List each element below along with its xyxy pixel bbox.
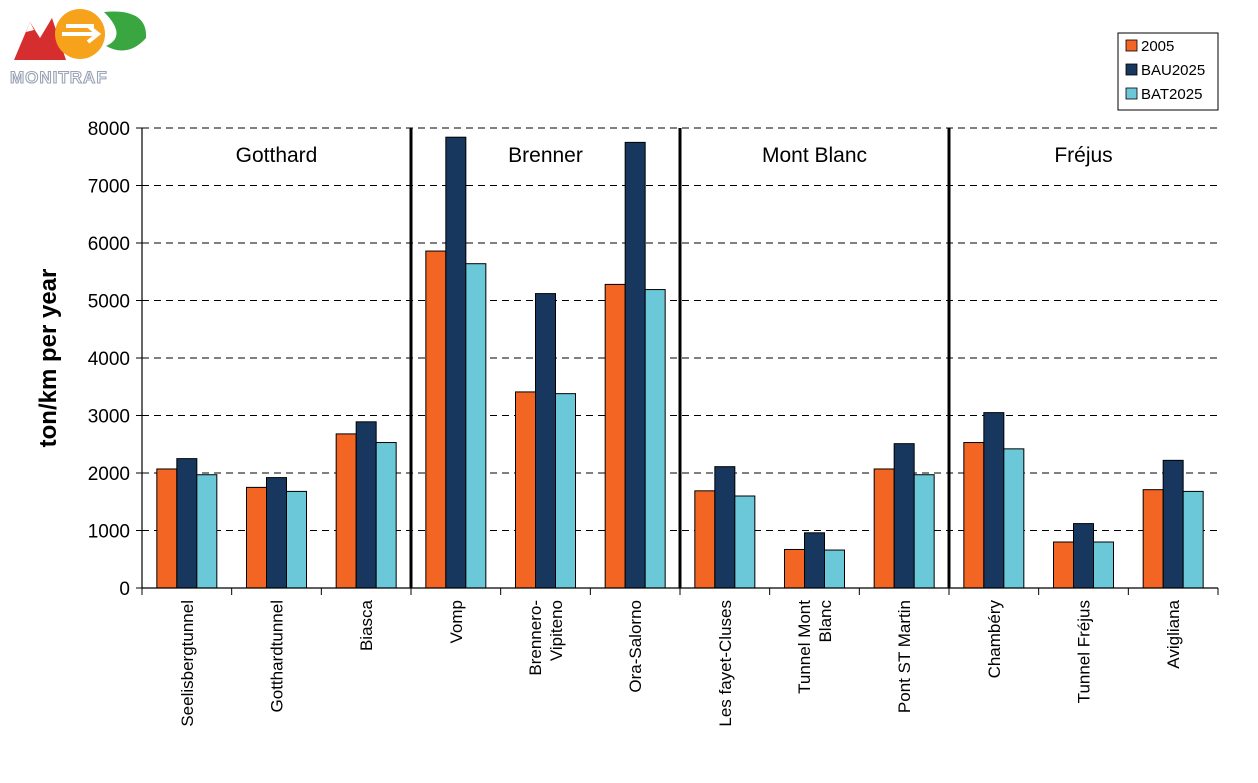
bar-bau2025-5 bbox=[624, 141, 646, 589]
legend-swatch bbox=[1125, 39, 1138, 52]
group-separators bbox=[409, 128, 951, 588]
group-label: Brenner bbox=[508, 144, 583, 167]
group-label: Fréjus bbox=[1054, 144, 1112, 167]
y-tick-label: 6000 bbox=[88, 234, 130, 255]
bar-bat2025-7 bbox=[824, 549, 845, 589]
bar-bau2025-10 bbox=[1073, 523, 1094, 589]
bar-bau2025-4 bbox=[535, 293, 556, 589]
bar-2005-7 bbox=[784, 548, 805, 589]
bar-bat2025-6 bbox=[734, 495, 756, 589]
bar-2005-3 bbox=[425, 250, 447, 589]
bar-bat2025-0 bbox=[196, 474, 218, 589]
legend-swatch bbox=[1125, 63, 1138, 76]
bar-2005-8 bbox=[873, 468, 895, 589]
x-category-label: Gotthardtunnel bbox=[268, 600, 287, 712]
x-category-label: Ora-Salorno bbox=[626, 600, 645, 693]
bar-bat2025-4 bbox=[555, 393, 576, 589]
bar-bau2025-3 bbox=[445, 136, 467, 589]
bar-2005-4 bbox=[515, 391, 536, 589]
bar-bat2025-5 bbox=[644, 289, 666, 589]
y-tick-label: 2000 bbox=[88, 464, 130, 485]
x-category-label: Biasca bbox=[357, 599, 376, 651]
legend-label: 2005 bbox=[1141, 38, 1174, 55]
legend-label: BAU2025 bbox=[1141, 62, 1205, 79]
legend-label: BAT2025 bbox=[1141, 86, 1202, 103]
x-category-label: Vipiteno bbox=[547, 600, 566, 661]
logo-green-wave bbox=[104, 11, 147, 51]
x-category-label: Tunnel Fréjus bbox=[1075, 600, 1094, 703]
legend: 2005 BAU2025 BAT2025 bbox=[1117, 32, 1219, 111]
bar-bat2025-3 bbox=[465, 263, 487, 589]
bar-2005-9 bbox=[963, 442, 985, 589]
monitraf-logo: MONITRAF bbox=[9, 9, 147, 88]
x-category-label: Tunnel Mont bbox=[795, 600, 814, 694]
x-category-label: Les fayet-Cluses bbox=[716, 600, 735, 727]
bar-bat2025-11 bbox=[1182, 490, 1204, 589]
bar-2005-1 bbox=[246, 486, 267, 589]
logo-text: MONITRAF bbox=[10, 68, 108, 87]
y-tick-label: 4000 bbox=[88, 349, 130, 370]
logo-mountain bbox=[14, 18, 66, 60]
group-label: Gotthard bbox=[236, 144, 318, 167]
bar-bat2025-2 bbox=[375, 442, 397, 589]
y-tick-labels: 0 1000 2000 3000 4000 5000 6000 7000 8000 bbox=[88, 119, 130, 600]
x-tick-labels: Seelisbergtunnel Gotthardtunnel Biasca Vomp… bbox=[178, 599, 1183, 726]
bar-bat2025-9 bbox=[1003, 448, 1025, 589]
y-tick-label: 3000 bbox=[88, 407, 130, 428]
x-category-label: Pont ST Martin bbox=[895, 600, 914, 713]
x-category-label: Brennero- bbox=[526, 600, 545, 676]
y-tick-label: 8000 bbox=[88, 119, 130, 140]
x-category-label: Chambéry bbox=[985, 600, 1004, 679]
bars bbox=[156, 136, 1204, 589]
bar-bau2025-7 bbox=[804, 532, 825, 589]
bar-2005-10 bbox=[1053, 541, 1074, 589]
bar-bau2025-0 bbox=[176, 458, 198, 589]
bar-bau2025-6 bbox=[714, 466, 736, 589]
bar-2005-5 bbox=[604, 283, 626, 589]
y-tick-label: 7000 bbox=[88, 177, 130, 198]
bar-bat2025-10 bbox=[1093, 541, 1114, 589]
bar-2005-0 bbox=[156, 468, 178, 589]
group-labels: Gotthard Brenner Mont Blanc Fréjus bbox=[236, 144, 1113, 167]
bar-bau2025-11 bbox=[1162, 459, 1184, 589]
x-category-label: Vomp bbox=[447, 600, 466, 643]
bar-bau2025-8 bbox=[893, 443, 915, 589]
x-category-label: Avigliana bbox=[1164, 599, 1183, 668]
logo-mountain-snow bbox=[26, 22, 34, 32]
bar-2005-11 bbox=[1142, 489, 1164, 589]
bar-2005-6 bbox=[694, 490, 716, 589]
legend-swatch bbox=[1125, 87, 1138, 100]
bar-bat2025-1 bbox=[286, 490, 307, 589]
y-tick-label: 5000 bbox=[88, 292, 130, 313]
logo-arrows-icon bbox=[62, 24, 102, 44]
y-axis-title: ton/km per year bbox=[35, 269, 62, 448]
bar-bau2025-2 bbox=[355, 421, 377, 589]
x-category-label: Blanc bbox=[816, 600, 835, 643]
y-tick-label: 1000 bbox=[88, 522, 130, 543]
x-category-label: Seelisbergtunnel bbox=[178, 600, 197, 727]
bar-bau2025-1 bbox=[266, 477, 287, 589]
bar-2005-2 bbox=[335, 433, 357, 589]
y-tick-label: 0 bbox=[119, 579, 130, 600]
group-label: Mont Blanc bbox=[762, 144, 867, 167]
bar-bau2025-9 bbox=[983, 412, 1005, 589]
bar-bat2025-8 bbox=[913, 474, 935, 589]
